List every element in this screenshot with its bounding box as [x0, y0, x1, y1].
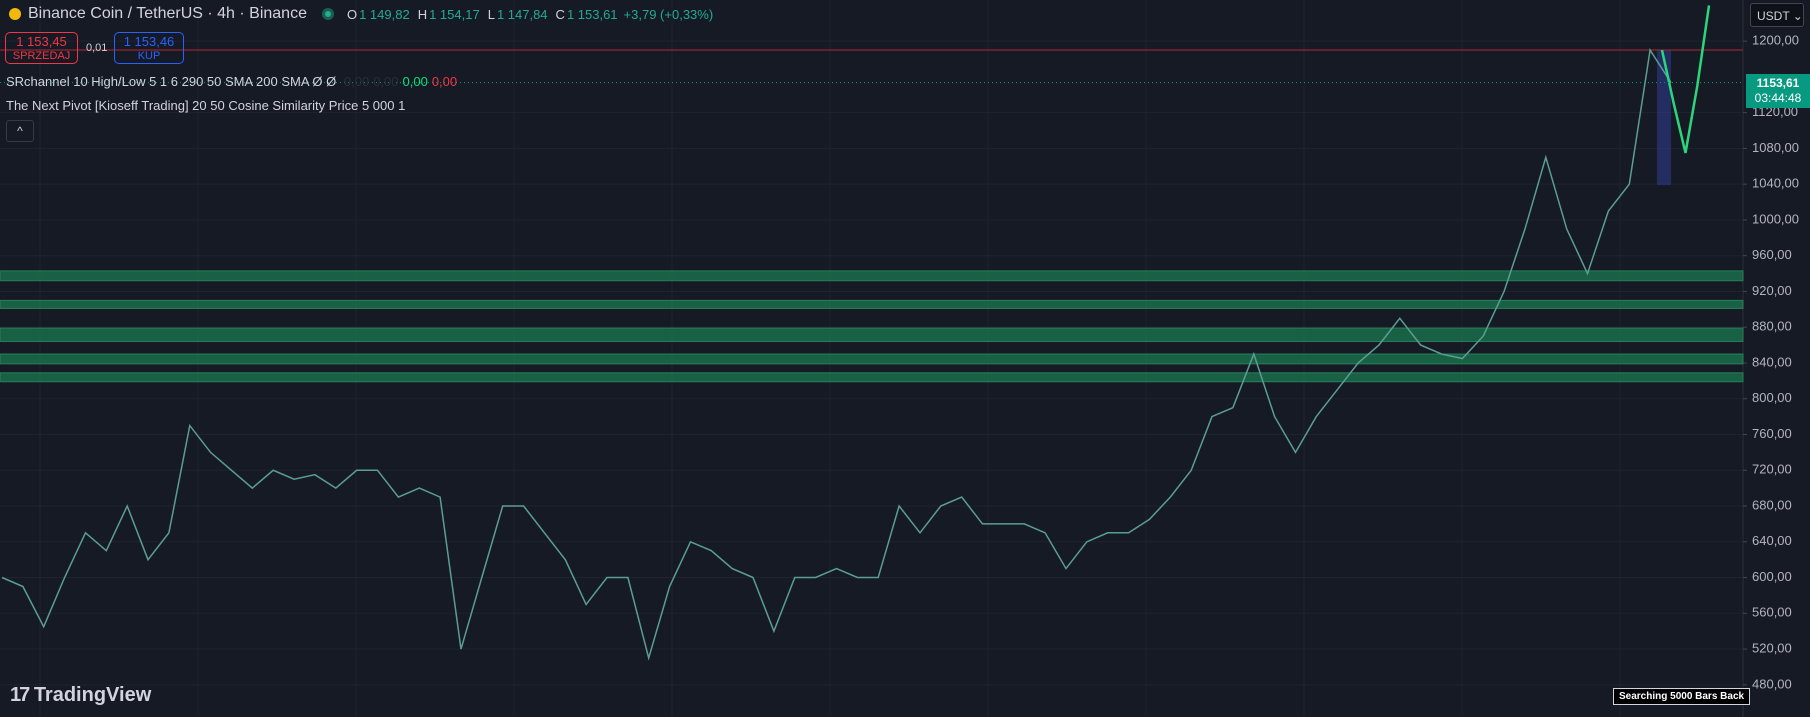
ohlc-key: C: [555, 6, 565, 22]
pattern-box: [1657, 50, 1671, 185]
brand-name: TradingView: [33, 684, 152, 706]
indicator-value: 0,00: [373, 74, 399, 89]
ohlc-value: 1 154,17: [429, 6, 480, 22]
status-box: Searching 5000 Bars Back: [1613, 688, 1751, 705]
ohlc-value: 1 153,61: [566, 6, 618, 22]
coin-icon: [9, 8, 21, 20]
y-tick-label: 600,00: [1752, 569, 1792, 584]
price-tag: 1153,61 03:44:48: [1746, 73, 1810, 108]
indicator-value: 0,00: [431, 74, 458, 89]
y-tick-label: 920,00: [1752, 283, 1792, 298]
header: Binance Coin / TetherUS · 4h · Binance O…: [8, 5, 713, 23]
indicator-value: 0,00: [402, 74, 428, 89]
y-tick-label: 1000,00: [1752, 211, 1799, 226]
y-tick-label: 1080,00: [1752, 140, 1799, 155]
ohlc-key: H: [417, 6, 428, 22]
currency-select[interactable]: USDT ⌄: [1750, 3, 1804, 27]
ohlc-key: L: [487, 6, 495, 22]
y-tick-label: 680,00: [1752, 497, 1792, 512]
price-line: [1, 48, 1672, 661]
indicator-values: 0,00 0,00 0,00 0,00: [340, 74, 457, 89]
ohlc-value: 1 149,82: [359, 6, 410, 22]
buy-button[interactable]: 1 153,46 KUP: [114, 32, 184, 64]
sr-zone: [0, 270, 1744, 282]
y-tick-label: 480,00: [1752, 676, 1792, 691]
spread: 0,01: [86, 42, 108, 54]
indicator-name: The Next Pivot [Kioseff Trading] 20 50 C…: [6, 98, 406, 113]
sr-zone: [0, 372, 1744, 383]
indicator-value: 0,00: [343, 74, 370, 89]
indicator-row[interactable]: The Next Pivot [Kioseff Trading] 20 50 C…: [6, 98, 405, 113]
sell-button[interactable]: 1 153,45 SPRZEDAJ: [5, 32, 78, 64]
indicator-name: SRchannel 10 High/Low 5 1 6 290 50 SMA 2…: [6, 74, 337, 89]
ohlc-key: O: [346, 6, 358, 22]
buy-label: KUP: [137, 50, 161, 62]
y-tick-label: 1200,00: [1752, 33, 1799, 48]
countdown: 03:44:48: [1754, 90, 1802, 105]
y-tick-label: 960,00: [1752, 247, 1792, 262]
sr-zone: [0, 327, 1744, 343]
y-tick-label: 880,00: [1752, 319, 1792, 334]
symbol-title: Binance Coin / TetherUS · 4h · Binance: [28, 5, 307, 22]
price-line: [1660, 5, 1711, 154]
status-dot: [321, 8, 334, 20]
indicator-row[interactable]: SRchannel 10 High/Low 5 1 6 290 50 SMA 2…: [6, 74, 457, 89]
y-tick-label: 720,00: [1752, 462, 1792, 477]
ohlc-value: 1 147,84: [496, 6, 548, 22]
y-tick-label: 840,00: [1752, 354, 1792, 369]
buy-price: 1 153,46: [123, 34, 175, 49]
sell-price: 1 153,45: [16, 34, 67, 49]
sr-zone: [0, 353, 1744, 365]
sell-label: SPRZEDAJ: [12, 50, 71, 62]
y-tick-label: 520,00: [1752, 640, 1792, 655]
y-tick-label: 640,00: [1752, 533, 1792, 548]
currency: USDT: [1757, 9, 1790, 23]
sr-zone: [0, 299, 1744, 309]
y-tick-label: 1040,00: [1752, 176, 1799, 191]
brand-logo: 17: [10, 684, 30, 706]
y-tick-label: 560,00: [1752, 605, 1792, 620]
brand: 17 TradingView: [10, 684, 151, 707]
change: +3,79 (+0,33%): [623, 6, 714, 22]
y-tick-label: 760,00: [1752, 426, 1792, 441]
y-tick-label: 1120,00: [1752, 104, 1798, 119]
last-price: 1153,61: [1756, 75, 1800, 90]
y-tick-label: 800,00: [1752, 390, 1792, 405]
collapse-button[interactable]: ^: [6, 120, 34, 142]
